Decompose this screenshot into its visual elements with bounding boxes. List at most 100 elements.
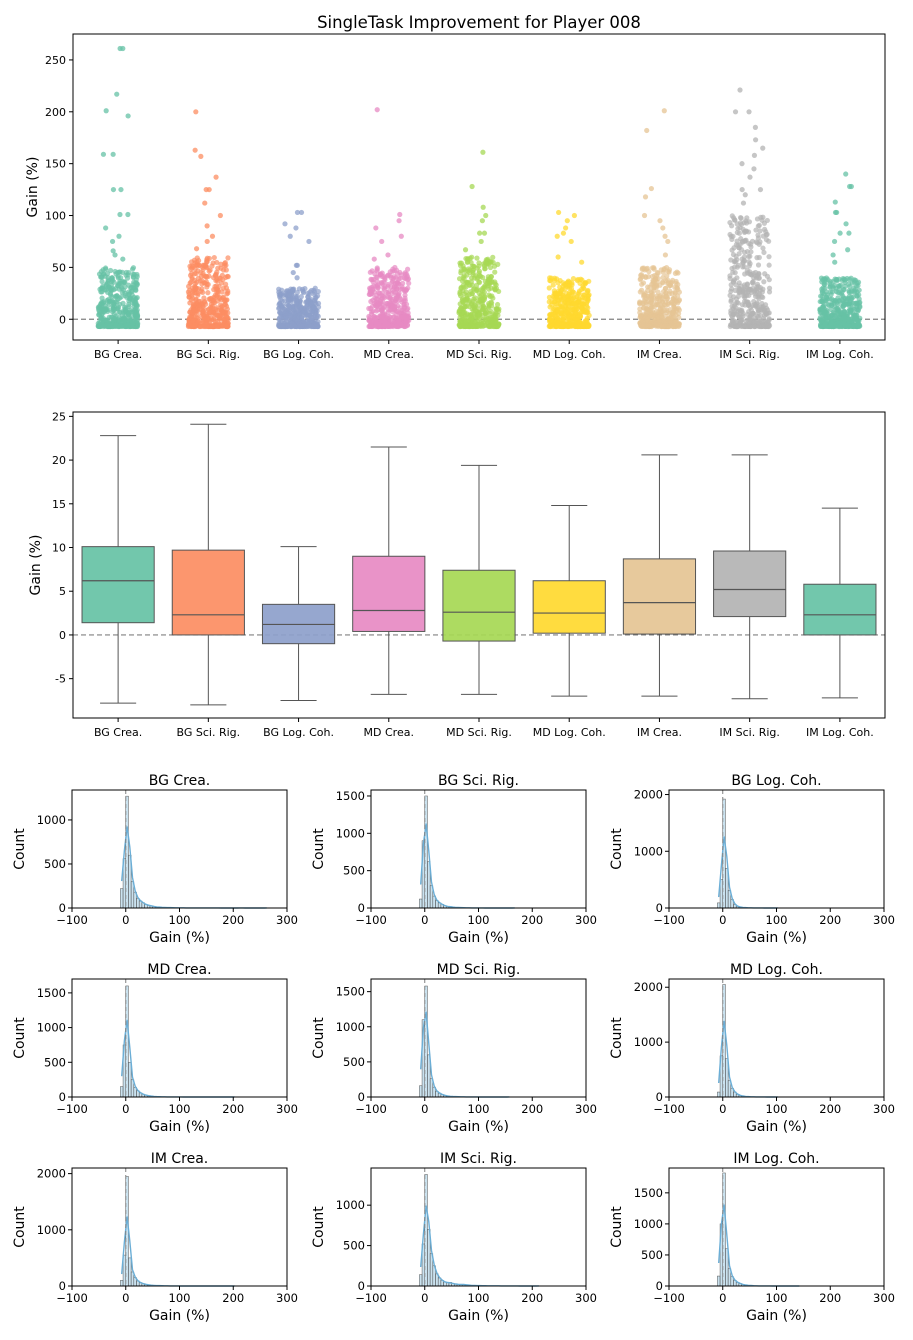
strip-point: [738, 215, 744, 221]
strip-point: [302, 286, 308, 292]
strip-point: [118, 186, 124, 193]
strip-point: [367, 291, 373, 297]
strip-point: [464, 323, 470, 329]
strip-point: [660, 269, 666, 276]
box-body: [803, 583, 877, 636]
strip-point: [660, 225, 666, 231]
histogram-bar: [419, 1274, 423, 1287]
strip-point: [845, 247, 851, 253]
y-axis-label: Count: [609, 1206, 625, 1248]
strip-point: [117, 322, 123, 328]
x-axis-label: Gain (%): [448, 1308, 509, 1324]
strip-point: [730, 251, 737, 258]
strip-point: [661, 108, 667, 114]
strip-point: [460, 299, 466, 305]
strip-point: [564, 218, 570, 224]
strip-point: [130, 271, 136, 277]
strip-point: [471, 286, 477, 292]
strip-point: [751, 298, 757, 305]
strip-point: [476, 263, 482, 269]
strip-point: [116, 315, 122, 321]
strip-point: [752, 137, 759, 143]
histogram-title: MD Log. Coh.: [730, 962, 823, 978]
strip-point: [553, 295, 559, 302]
histogram-title: MD Sci. Rig.: [437, 962, 521, 978]
kde-line: [420, 1011, 510, 1098]
strip-point: [97, 305, 104, 311]
strip-point: [662, 313, 669, 319]
strip-point: [111, 301, 117, 308]
strip-series-8: [817, 171, 863, 330]
strip-point: [187, 309, 193, 315]
strip-point: [458, 270, 464, 276]
y-axis-label: Count: [311, 1206, 327, 1248]
x-axis-label: Gain (%): [746, 930, 807, 946]
strip-point: [458, 304, 464, 311]
x-tick-label: 200: [819, 913, 841, 927]
histogram-frame: [71, 1167, 288, 1287]
strip-point: [654, 308, 660, 314]
histogram-bar: [120, 888, 124, 909]
strip-point: [483, 259, 489, 265]
strip-point: [279, 298, 285, 304]
strip-point: [463, 289, 469, 295]
strip-point: [190, 288, 196, 294]
strip-point: [745, 311, 751, 318]
strip-point: [396, 281, 402, 287]
strip-point: [386, 288, 392, 295]
strip-point: [130, 265, 137, 271]
x-tick-label: IM Crea.: [637, 726, 682, 739]
strip-point: [116, 269, 122, 275]
strip-point: [110, 248, 116, 254]
strip-point: [217, 275, 223, 281]
x-tick-label: 200: [819, 1291, 841, 1305]
strip-point: [570, 276, 577, 282]
strip-point: [672, 270, 679, 276]
strip-point: [751, 275, 757, 281]
strip-point: [95, 320, 101, 327]
strip-point: [308, 315, 315, 321]
strip-point: [476, 279, 483, 286]
strip-point: [760, 214, 766, 220]
y-tick-label: 500: [343, 864, 365, 878]
strip-point: [188, 297, 194, 303]
strip-point: [763, 237, 769, 243]
strip-point: [751, 323, 758, 330]
x-tick-label: BG Crea.: [94, 726, 142, 739]
strip-point: [758, 307, 764, 313]
strip-point: [481, 323, 487, 329]
strip-point: [670, 277, 676, 283]
strip-point: [637, 301, 643, 307]
strip-point: [287, 323, 294, 330]
strip-point: [826, 302, 832, 309]
strip-point: [114, 91, 120, 97]
strip-point: [382, 311, 388, 317]
strip-point: [729, 223, 735, 229]
strip-point: [836, 285, 843, 291]
strip-point: [742, 192, 748, 198]
strip-point: [759, 300, 765, 307]
strip-point: [565, 298, 572, 304]
strip-point: [218, 265, 224, 271]
strip-point: [196, 302, 202, 308]
box-0: [81, 435, 155, 704]
y-axis-label: Count: [311, 1017, 327, 1059]
histogram-title: BG Sci. Rig.: [438, 773, 519, 789]
strip-point: [495, 312, 501, 318]
strip-point: [746, 109, 752, 115]
strip-point: [653, 320, 659, 327]
strip-point: [739, 239, 746, 245]
strip-point: [97, 286, 103, 292]
histogram-bar: [717, 1275, 721, 1287]
strip-point: [374, 282, 381, 288]
strip-point: [127, 307, 133, 313]
strip-series-1: [185, 109, 231, 330]
x-tick-label: 300: [575, 1291, 597, 1305]
strip-point: [652, 313, 658, 319]
strip-point: [277, 313, 284, 320]
x-tick-label: 0: [719, 1291, 726, 1305]
strip-point: [741, 286, 747, 293]
y-tick-label: 500: [343, 1239, 365, 1253]
strip-point: [492, 287, 498, 293]
